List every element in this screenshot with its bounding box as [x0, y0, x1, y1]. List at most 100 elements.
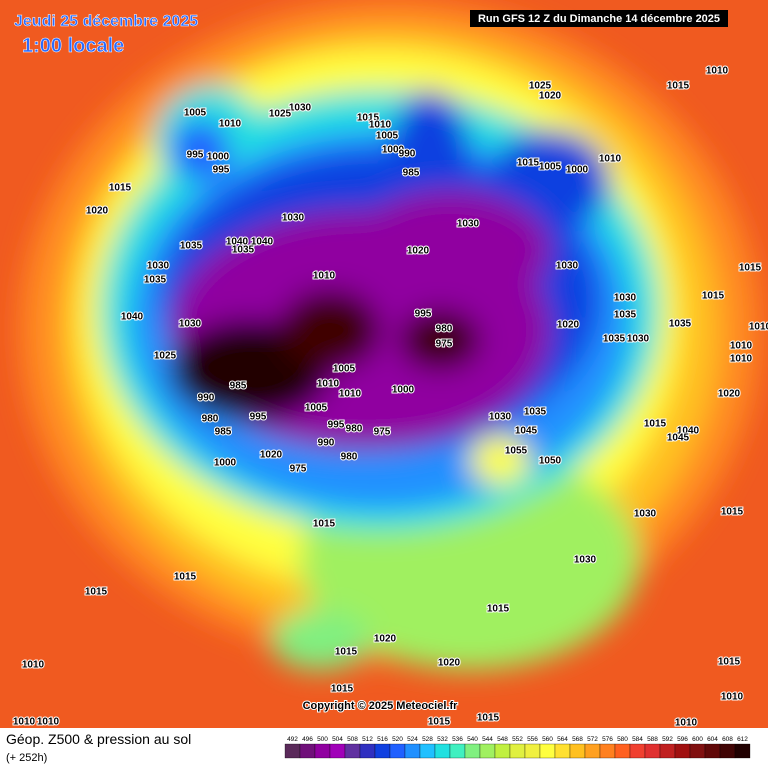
color-scale: 492 496 500 504 508 512 516 520 524 528 532 536 540 5… — [284, 736, 751, 759]
isobar-label: 1035 — [669, 319, 692, 330]
isobar-label: 995 — [415, 309, 432, 320]
scale-swatch — [374, 743, 391, 759]
scale-swatch — [314, 743, 331, 759]
isobar-label: 1030 — [489, 412, 512, 423]
isobar-label: 1010 — [13, 717, 36, 728]
footer-lead: (+ 252h) — [6, 752, 47, 764]
scale-swatch — [434, 743, 451, 759]
isobar-label: 1030 — [614, 293, 637, 304]
scale-label: 496 — [302, 736, 313, 743]
isobar-label: 1015 — [85, 587, 108, 598]
isobar-label: 1030 — [457, 219, 480, 230]
scale-label: 600 — [692, 736, 703, 743]
scale-swatch — [629, 743, 646, 759]
isobar-label: 1055 — [505, 446, 528, 457]
isobar-label: 1020 — [718, 389, 741, 400]
scale-label: 604 — [707, 736, 718, 743]
isobar-label: 975 — [290, 464, 307, 475]
scale-swatch — [389, 743, 406, 759]
isobar-label: 995 — [328, 420, 345, 431]
scale-label: 568 — [572, 736, 583, 743]
isobar-label: 1015 — [721, 507, 744, 518]
isobar-label: 980 — [202, 414, 219, 425]
isobar-label: 1030 — [574, 555, 597, 566]
scale-label: 492 — [287, 736, 298, 743]
isobar-label: 1030 — [179, 319, 202, 330]
scale-swatch — [614, 743, 631, 759]
isobar-label: 1035 — [180, 241, 203, 252]
isobar-label: 975 — [436, 339, 453, 350]
scale-swatch — [674, 743, 691, 759]
scale-label: 588 — [647, 736, 658, 743]
isobar-label: 1025 — [269, 109, 292, 120]
scale-swatch — [644, 743, 661, 759]
copyright: Copyright © 2025 Meteociel.fr — [303, 700, 459, 712]
scale-label: 548 — [497, 736, 508, 743]
isobar-label: 1015 — [702, 291, 725, 302]
isobar-label: 1015 — [487, 604, 510, 615]
isobar-label: 1020 — [374, 634, 397, 645]
isobar-label: 1015 — [718, 657, 741, 668]
isobar-label: 1015 — [739, 263, 762, 274]
isobar-label: 1045 — [667, 433, 690, 444]
run-info: Run GFS 12 Z du Dimanche 14 décembre 202… — [478, 13, 720, 25]
scale-swatch — [464, 743, 481, 759]
scale-label: 612 — [737, 736, 748, 743]
isobar-label: 1015 — [331, 684, 354, 695]
isobar-label: 1030 — [627, 334, 650, 345]
isobar-label: 1040 — [226, 237, 249, 248]
scale-swatch — [479, 743, 496, 759]
scale-label: 608 — [722, 736, 733, 743]
isobar-label: 1040 — [251, 237, 274, 248]
isobar-label: 1005 — [539, 162, 562, 173]
scale-swatch — [719, 743, 736, 759]
isobar-label: 990 — [399, 149, 416, 160]
isobar-label: 1010 — [22, 660, 45, 671]
isobar-label: 1020 — [438, 658, 461, 669]
scale-label: 540 — [467, 736, 478, 743]
scale-label: 536 — [452, 736, 463, 743]
isobar-label: 1005 — [305, 403, 328, 414]
scale-label: 508 — [347, 736, 358, 743]
isobar-label: 1000 — [392, 385, 415, 396]
scale-swatch — [494, 743, 511, 759]
scale-label: 500 — [317, 736, 328, 743]
isobar-label: 1040 — [677, 426, 700, 437]
isobar-label: 1020 — [260, 450, 283, 461]
date: Jeudi 25 décembre 2025 — [14, 13, 198, 30]
isobar-label: 1010 — [599, 154, 622, 165]
isobar-label: 1015 — [428, 717, 451, 728]
scale-swatch — [344, 743, 361, 759]
isobar-label: 1015 — [644, 419, 667, 430]
scale-label: 504 — [332, 736, 343, 743]
scale-label: 520 — [392, 736, 403, 743]
isobar-label: 1025 — [154, 351, 177, 362]
isobar-label: 1010 — [37, 717, 60, 728]
isobar-label: 1010 — [369, 120, 392, 131]
isobar-label: 980 — [436, 324, 453, 335]
scale-label: 564 — [557, 736, 568, 743]
isobar-label: 1015 — [174, 572, 197, 583]
scale-swatch — [299, 743, 316, 759]
scale-swatch — [449, 743, 466, 759]
isobar-label: 1010 — [721, 692, 744, 703]
isobar-label: 1005 — [376, 131, 399, 142]
scale-swatch — [734, 743, 751, 759]
isobar-label: 995 — [213, 165, 230, 176]
isobar-label: 1010 — [675, 718, 698, 729]
isobar-label: 1035 — [232, 245, 255, 256]
isobar-label: 1035 — [144, 275, 167, 286]
isobar-label: 1005 — [333, 364, 356, 375]
scale-label: 516 — [377, 736, 388, 743]
isobar-label: 1025 — [529, 81, 552, 92]
isobar-label: 995 — [187, 150, 204, 161]
isobar-label: 1045 — [515, 426, 538, 437]
isobar-label: 1010 — [339, 389, 362, 400]
isobar-label: 1035 — [603, 334, 626, 345]
isobar-label: 975 — [374, 427, 391, 438]
isobar-label: 1030 — [147, 261, 170, 272]
scale-swatch — [524, 743, 541, 759]
isobar-label: 1020 — [86, 206, 109, 217]
isobar-label: 995 — [250, 412, 267, 423]
